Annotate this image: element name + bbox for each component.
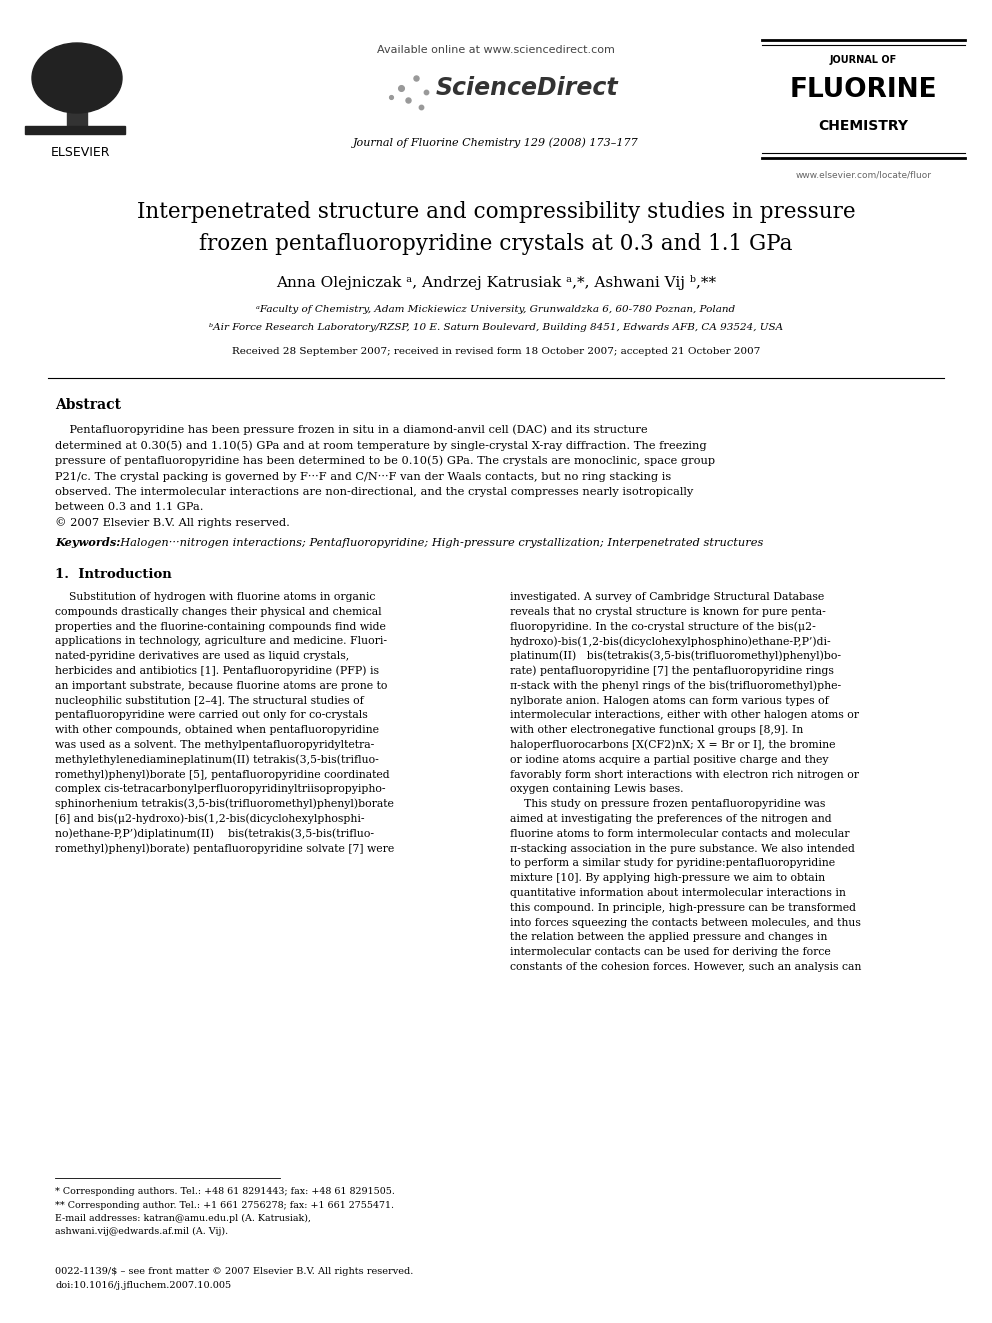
Text: ᵃFaculty of Chemistry, Adam Mickiewicz University, Grunwaldzka 6, 60-780 Poznan,: ᵃFaculty of Chemistry, Adam Mickiewicz U… — [257, 306, 735, 315]
Text: rate) pentafluoropyridine [7] the pentafluoropyridine rings: rate) pentafluoropyridine [7] the pentaf… — [510, 665, 834, 676]
Text: haloperfluorocarbons [X(CF2)nX; X = Br or I], the bromine: haloperfluorocarbons [X(CF2)nX; X = Br o… — [510, 740, 835, 750]
Text: CHEMISTRY: CHEMISTRY — [818, 119, 909, 134]
Text: with other electronegative functional groups [8,9]. In: with other electronegative functional gr… — [510, 725, 804, 736]
Text: ᵇAir Force Research Laboratory/RZSP, 10 E. Saturn Boulevard, Building 8451, Edwa: ᵇAir Force Research Laboratory/RZSP, 10 … — [209, 324, 783, 332]
Text: between 0.3 and 1.1 GPa.: between 0.3 and 1.1 GPa. — [55, 503, 203, 512]
Text: Halogen···nitrogen interactions; Pentafluoropyridine; High-pressure crystallizat: Halogen···nitrogen interactions; Pentafl… — [113, 537, 764, 548]
Text: aimed at investigating the preferences of the nitrogen and: aimed at investigating the preferences o… — [510, 814, 831, 824]
Text: sphinorhenium tetrakis(3,5-bis(trifluoromethyl)phenyl)borate: sphinorhenium tetrakis(3,5-bis(trifluoro… — [55, 799, 394, 810]
Text: π-stack with the phenyl rings of the bis(trifluoromethyl)phe-: π-stack with the phenyl rings of the bis… — [510, 680, 841, 691]
Text: * Corresponding authors. Tel.: +48 61 8291443; fax: +48 61 8291505.: * Corresponding authors. Tel.: +48 61 82… — [55, 1188, 395, 1196]
Text: Pentafluoropyridine has been pressure frozen in situ in a diamond-anvil cell (DA: Pentafluoropyridine has been pressure fr… — [55, 425, 648, 435]
Text: Received 28 September 2007; received in revised form 18 October 2007; accepted 2: Received 28 September 2007; received in … — [232, 348, 760, 356]
Text: this compound. In principle, high-pressure can be transformed: this compound. In principle, high-pressu… — [510, 902, 856, 913]
Text: ScienceDirect: ScienceDirect — [436, 75, 619, 101]
Text: observed. The intermolecular interactions are non-directional, and the crystal c: observed. The intermolecular interaction… — [55, 487, 693, 497]
Text: to perform a similar study for pyridine:pentafluoropyridine: to perform a similar study for pyridine:… — [510, 859, 835, 868]
Text: ashwani.vij@edwards.af.mil (A. Vij).: ashwani.vij@edwards.af.mil (A. Vij). — [55, 1226, 228, 1236]
Text: romethyl)phenyl)borate [5], pentafluoropyridine coordinated: romethyl)phenyl)borate [5], pentafluorop… — [55, 769, 390, 779]
Text: favorably form short interactions with electron rich nitrogen or: favorably form short interactions with e… — [510, 770, 859, 779]
Text: Journal of Fluorine Chemistry 129 (2008) 173–177: Journal of Fluorine Chemistry 129 (2008)… — [353, 138, 639, 148]
Text: nated-pyridine derivatives are used as liquid crystals,: nated-pyridine derivatives are used as l… — [55, 651, 349, 662]
Text: pentafluoropyridine were carried out only for co-crystals: pentafluoropyridine were carried out onl… — [55, 710, 368, 721]
Text: frozen pentafluoropyridine crystals at 0.3 and 1.1 GPa: frozen pentafluoropyridine crystals at 0… — [199, 233, 793, 255]
Text: fluorine atoms to form intermolecular contacts and molecular: fluorine atoms to form intermolecular co… — [510, 828, 849, 839]
Text: constants of the cohesion forces. However, such an analysis can: constants of the cohesion forces. Howeve… — [510, 962, 861, 972]
Text: intermolecular interactions, either with other halogen atoms or: intermolecular interactions, either with… — [510, 710, 859, 721]
Text: complex cis-tetracarbonylperfluoropyridinyltriisopropyipho-: complex cis-tetracarbonylperfluoropyridi… — [55, 785, 386, 794]
Bar — [67, 93, 87, 134]
Text: compounds drastically changes their physical and chemical: compounds drastically changes their phys… — [55, 607, 382, 617]
Text: 1.  Introduction: 1. Introduction — [55, 569, 172, 582]
Bar — [25, 126, 125, 134]
Text: [6] and bis(μ2-hydroxo)-bis(1,2-bis(dicyclohexylphosphi-: [6] and bis(μ2-hydroxo)-bis(1,2-bis(dicy… — [55, 814, 364, 824]
Text: applications in technology, agriculture and medicine. Fluori-: applications in technology, agriculture … — [55, 636, 387, 647]
Text: mixture [10]. By applying high-pressure we aim to obtain: mixture [10]. By applying high-pressure … — [510, 873, 825, 884]
Text: properties and the fluorine-containing compounds find wide: properties and the fluorine-containing c… — [55, 622, 386, 631]
Text: no)ethane-P,P’)diplatinum(II)    bis(tetrakis(3,5-bis(trifluo-: no)ethane-P,P’)diplatinum(II) bis(tetrak… — [55, 828, 374, 839]
Text: hydroxo)-bis(1,2-bis(dicyclohexylphosphino)ethane-P,P’)di-: hydroxo)-bis(1,2-bis(dicyclohexylphosphi… — [510, 636, 831, 647]
Text: π-stacking association in the pure substance. We also intended: π-stacking association in the pure subst… — [510, 844, 855, 853]
Text: oxygen containing Lewis bases.: oxygen containing Lewis bases. — [510, 785, 683, 794]
Ellipse shape — [32, 44, 122, 112]
Text: investigated. A survey of Cambridge Structural Database: investigated. A survey of Cambridge Stru… — [510, 591, 824, 602]
Text: Abstract: Abstract — [55, 398, 121, 411]
Text: fluoropyridine. In the co-crystal structure of the bis(μ2-: fluoropyridine. In the co-crystal struct… — [510, 622, 815, 632]
Text: pressure of pentafluoropyridine has been determined to be 0.10(5) GPa. The cryst: pressure of pentafluoropyridine has been… — [55, 455, 715, 466]
Text: doi:10.1016/j.jfluchem.2007.10.005: doi:10.1016/j.jfluchem.2007.10.005 — [55, 1281, 231, 1290]
Text: reveals that no crystal structure is known for pure penta-: reveals that no crystal structure is kno… — [510, 607, 825, 617]
Text: romethyl)phenyl)borate) pentafluoropyridine solvate [7] were: romethyl)phenyl)borate) pentafluoropyrid… — [55, 843, 394, 853]
Text: an important substrate, because fluorine atoms are prone to: an important substrate, because fluorine… — [55, 681, 387, 691]
Text: www.elsevier.com/locate/fluor: www.elsevier.com/locate/fluor — [796, 171, 931, 180]
Text: platinum(II)   bis(tetrakis(3,5-bis(trifluoromethyl)phenyl)bo-: platinum(II) bis(tetrakis(3,5-bis(triflu… — [510, 651, 841, 662]
Text: 0022-1139/$ – see front matter © 2007 Elsevier B.V. All rights reserved.: 0022-1139/$ – see front matter © 2007 El… — [55, 1266, 414, 1275]
Text: intermolecular contacts can be used for deriving the force: intermolecular contacts can be used for … — [510, 947, 830, 958]
Text: with other compounds, obtained when pentafluoropyridine: with other compounds, obtained when pent… — [55, 725, 379, 736]
Text: © 2007 Elsevier B.V. All rights reserved.: © 2007 Elsevier B.V. All rights reserved… — [55, 517, 290, 528]
Text: quantitative information about intermolecular interactions in: quantitative information about intermole… — [510, 888, 846, 898]
Text: into forces squeezing the contacts between molecules, and thus: into forces squeezing the contacts betwe… — [510, 918, 861, 927]
Text: This study on pressure frozen pentafluoropyridine was: This study on pressure frozen pentafluor… — [510, 799, 825, 810]
Text: methylethylenediamineplatinum(II) tetrakis(3,5-bis(trifluo-: methylethylenediamineplatinum(II) tetrak… — [55, 754, 379, 765]
Text: or iodine atoms acquire a partial positive charge and they: or iodine atoms acquire a partial positi… — [510, 755, 828, 765]
Text: determined at 0.30(5) and 1.10(5) GPa and at room temperature by single-crystal : determined at 0.30(5) and 1.10(5) GPa an… — [55, 441, 706, 451]
Text: Substitution of hydrogen with fluorine atoms in organic: Substitution of hydrogen with fluorine a… — [55, 591, 375, 602]
Text: Keywords:: Keywords: — [55, 537, 120, 548]
Text: nucleophilic substitution [2–4]. The structural studies of: nucleophilic substitution [2–4]. The str… — [55, 696, 364, 705]
Text: herbicides and antibiotics [1]. Pentafluoropyridine (PFP) is: herbicides and antibiotics [1]. Pentaflu… — [55, 665, 379, 676]
Text: ELSEVIER: ELSEVIER — [51, 146, 110, 159]
Text: P21/c. The crystal packing is governed by F···F and C/N···F van der Waals contac: P21/c. The crystal packing is governed b… — [55, 471, 672, 482]
Text: Anna Olejniczak ᵃ, Andrzej Katrusiak ᵃ,*, Ashwani Vij ᵇ,**: Anna Olejniczak ᵃ, Andrzej Katrusiak ᵃ,*… — [276, 274, 716, 290]
Text: Available online at www.sciencedirect.com: Available online at www.sciencedirect.co… — [377, 45, 615, 56]
Text: Interpenetrated structure and compressibility studies in pressure: Interpenetrated structure and compressib… — [137, 201, 855, 224]
Text: JOURNAL OF: JOURNAL OF — [830, 56, 897, 65]
Text: the relation between the applied pressure and changes in: the relation between the applied pressur… — [510, 933, 827, 942]
Text: FLUORINE: FLUORINE — [790, 77, 937, 103]
Text: ** Corresponding author. Tel.: +1 661 2756278; fax: +1 661 2755471.: ** Corresponding author. Tel.: +1 661 27… — [55, 1200, 394, 1209]
Text: nylborate anion. Halogen atoms can form various types of: nylborate anion. Halogen atoms can form … — [510, 696, 828, 705]
Text: E-mail addresses: katran@amu.edu.pl (A. Katrusiak),: E-mail addresses: katran@amu.edu.pl (A. … — [55, 1213, 311, 1222]
Text: was used as a solvent. The methylpentafluoropyridyltetra-: was used as a solvent. The methylpentafl… — [55, 740, 374, 750]
